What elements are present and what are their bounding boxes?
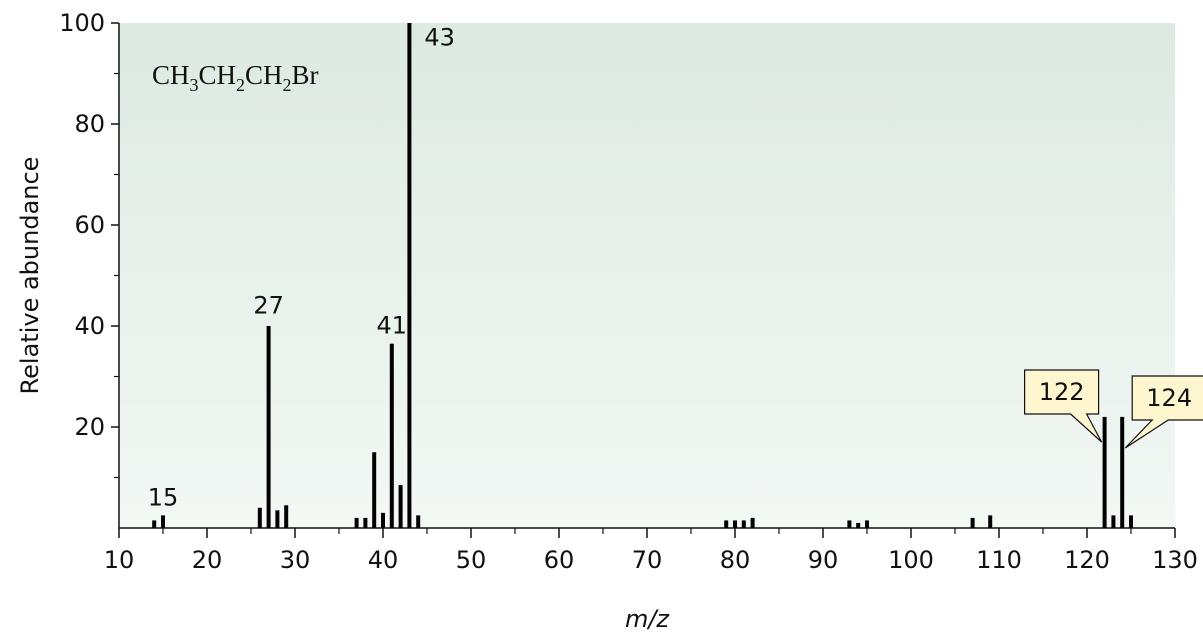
x-tick-label: 100: [888, 546, 934, 574]
peak-bar: [354, 517, 359, 528]
molecular-ion-callouts: 122 124: [1023, 369, 1203, 449]
formula-atom: CH: [152, 60, 190, 90]
peak-bar: [847, 520, 852, 528]
peak-bar: [275, 510, 280, 528]
x-tick-label: 30: [280, 546, 311, 574]
formula-atom: CH: [199, 60, 237, 90]
callout-box: [1124, 375, 1203, 449]
peak-bar: [363, 517, 368, 528]
compound-formula: CH3CH2CH2Br: [152, 60, 319, 95]
x-tick-label: 40: [368, 546, 399, 574]
peak-labels: 15 27 41 43: [148, 24, 455, 512]
formula-subscript: 2: [283, 75, 292, 95]
peak-bar: [372, 452, 377, 528]
peak-bar: [398, 485, 403, 528]
x-tick-label: 110: [976, 546, 1022, 574]
y-tick-label: 60: [74, 211, 105, 239]
formula-atom: CH: [245, 60, 283, 90]
x-tick-label: 10: [104, 546, 135, 574]
peak-bar: [750, 517, 755, 528]
axes: 20 40 60 80 100 10 20 30 40 50 60 70 80 90 100 110 120 13…: [59, 9, 1198, 574]
peak-bar: [266, 326, 271, 528]
x-axis-title: m/z: [625, 605, 670, 633]
peak-label: 41: [377, 312, 408, 340]
peak-bar: [724, 520, 729, 528]
peak-bar: [407, 23, 412, 528]
peak-bar: [257, 507, 262, 528]
peak-label: 15: [148, 483, 179, 511]
callout-label: 122: [1039, 378, 1085, 406]
callout-box: [1023, 369, 1103, 443]
x-tick-label: 80: [720, 546, 751, 574]
formula-subscript: 3: [190, 75, 199, 95]
peak-bar: [381, 512, 385, 528]
peak-label: 43: [424, 24, 455, 52]
peak-bar: [988, 515, 993, 528]
peak-bar: [970, 517, 975, 528]
peak-bar: [856, 522, 861, 528]
x-tick-label: 70: [632, 546, 663, 574]
peak-bar: [1129, 515, 1133, 528]
x-tick-label: 60: [544, 546, 575, 574]
y-tick-label: 100: [59, 9, 105, 37]
peak-bar: [741, 520, 746, 528]
peak-bar: [284, 505, 289, 528]
callout-label: 124: [1146, 384, 1192, 412]
peak-bar: [865, 520, 869, 528]
peak-label: 27: [253, 291, 284, 319]
peak-bar: [1111, 515, 1116, 528]
peak-bar: [1102, 416, 1107, 528]
peak-bar: [152, 520, 157, 528]
y-tick-label: 20: [74, 413, 105, 441]
peak-bar: [161, 515, 165, 528]
peak-bars: [152, 23, 1133, 528]
peak-bar: [733, 520, 737, 528]
x-tick-label: 20: [192, 546, 223, 574]
x-tick-label: 120: [1064, 546, 1110, 574]
peak-bar: [389, 343, 394, 528]
x-tick-label: 50: [456, 546, 487, 574]
y-axis-title: Relative abundance: [16, 157, 44, 395]
formula-subscript: 2: [236, 75, 245, 95]
peak-bar: [416, 515, 421, 528]
peak-bar: [1120, 416, 1125, 528]
x-tick-label: 130: [1152, 546, 1198, 574]
y-tick-label: 40: [74, 312, 105, 340]
plot-background: [119, 23, 1175, 528]
x-tick-label: 90: [808, 546, 839, 574]
y-tick-label: 80: [74, 110, 105, 138]
formula-atom: Br: [292, 60, 319, 90]
